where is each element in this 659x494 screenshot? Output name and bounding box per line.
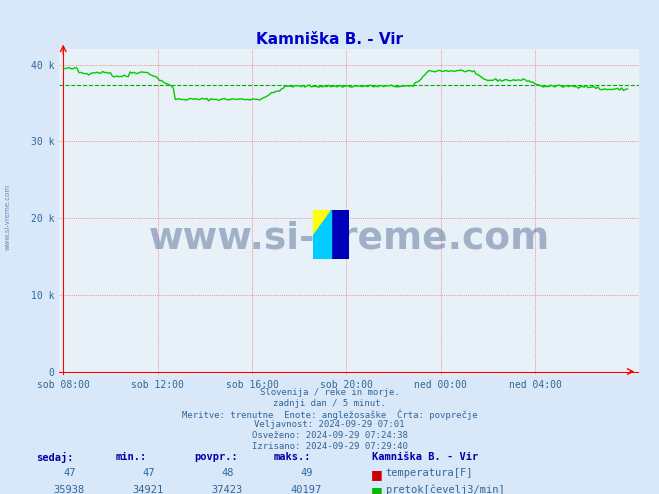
Text: Slovenija / reke in morje.: Slovenija / reke in morje. xyxy=(260,388,399,397)
Text: ■: ■ xyxy=(371,468,383,481)
Text: Kamniška B. - Vir: Kamniška B. - Vir xyxy=(256,32,403,47)
Text: 47: 47 xyxy=(63,468,75,478)
Text: Meritve: trenutne  Enote: angležosaške  Črta: povprečje: Meritve: trenutne Enote: angležosaške Čr… xyxy=(182,410,477,420)
Text: Veljavnost: 2024-09-29 07:01: Veljavnost: 2024-09-29 07:01 xyxy=(254,420,405,429)
Polygon shape xyxy=(313,235,331,259)
Text: sedaj:: sedaj: xyxy=(36,452,74,463)
Text: 34921: 34921 xyxy=(132,485,164,494)
Text: Osveženo: 2024-09-29 07:24:38: Osveženo: 2024-09-29 07:24:38 xyxy=(252,431,407,440)
Text: povpr.:: povpr.: xyxy=(194,452,238,462)
Text: 37423: 37423 xyxy=(212,485,243,494)
Polygon shape xyxy=(313,210,331,235)
Text: zadnji dan / 5 minut.: zadnji dan / 5 minut. xyxy=(273,399,386,408)
Text: 49: 49 xyxy=(301,468,312,478)
Text: temperatura[F]: temperatura[F] xyxy=(386,468,473,478)
Bar xyxy=(331,210,349,259)
Text: pretok[čevelj3/min]: pretok[čevelj3/min] xyxy=(386,485,504,494)
Text: www.si-vreme.com: www.si-vreme.com xyxy=(149,220,550,256)
Text: Izrisano: 2024-09-29 07:29:40: Izrisano: 2024-09-29 07:29:40 xyxy=(252,442,407,451)
Text: 48: 48 xyxy=(221,468,233,478)
Text: 40197: 40197 xyxy=(291,485,322,494)
Text: 35938: 35938 xyxy=(53,485,85,494)
Text: maks.:: maks.: xyxy=(273,452,311,462)
Text: ■: ■ xyxy=(371,485,383,494)
Text: Kamniška B. - Vir: Kamniška B. - Vir xyxy=(372,452,478,462)
Bar xyxy=(313,210,331,235)
Text: 47: 47 xyxy=(142,468,154,478)
Text: www.si-vreme.com: www.si-vreme.com xyxy=(5,184,11,250)
Text: min.:: min.: xyxy=(115,452,146,462)
